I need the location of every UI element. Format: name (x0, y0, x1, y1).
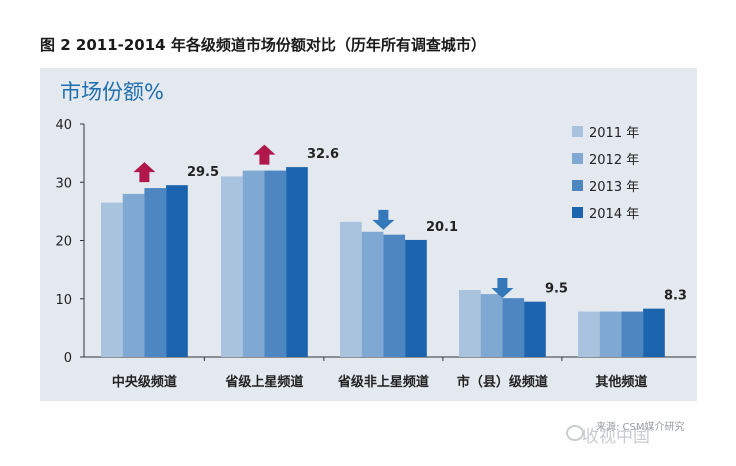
data-label: 32.6 (307, 147, 339, 162)
bar-3-3 (383, 234, 406, 357)
bar-3-1 (144, 188, 167, 357)
source-note: 来源: CSM媒介研究 (596, 422, 685, 433)
bar-4-3 (405, 239, 427, 357)
legend-label: 2011 年 (589, 126, 639, 141)
legend-swatch (572, 153, 583, 164)
data-label: 29.5 (187, 165, 219, 180)
bar-2-3 (361, 231, 384, 357)
y-tick-label: 40 (55, 118, 72, 133)
category-label: 市（县）级频道 (457, 374, 548, 390)
up-arrow-icon (253, 144, 276, 165)
bar-3-5 (621, 311, 644, 357)
data-label: 9.5 (545, 282, 568, 297)
bar-1-5 (578, 311, 600, 357)
watermark: 收视中国 (582, 427, 650, 447)
legend-label: 2014 年 (589, 207, 639, 222)
y-tick-label: 20 (55, 235, 72, 250)
category-label: 省级非上星频道 (337, 374, 429, 390)
bar-2-1 (122, 193, 145, 357)
figure-title: 图 2 2011-2014 年各级频道市场份额对比（历年所有调查城市） (40, 36, 486, 54)
bar-3-4 (502, 298, 525, 357)
y-axis-label: 市场份额% (60, 80, 164, 104)
data-label: 20.1 (426, 220, 458, 235)
bar-2-5 (599, 311, 622, 357)
wechat-icon (566, 425, 584, 441)
y-tick-label: 10 (55, 293, 72, 308)
down-arrow-icon (372, 209, 395, 230)
bar-2-2 (242, 170, 265, 357)
bar-1-4 (459, 290, 481, 357)
y-tick-label: 30 (55, 176, 72, 191)
bar-2-4 (480, 294, 503, 357)
bar-1-1 (101, 202, 123, 357)
up-arrow-icon (133, 162, 156, 183)
category-label: 其他频道 (595, 374, 647, 390)
legend-swatch (572, 180, 583, 191)
bar-1-2 (221, 176, 243, 357)
bar-4-5 (643, 308, 665, 357)
y-tick-label: 0 (64, 351, 72, 366)
down-arrow-icon (491, 278, 514, 299)
bar-3-2 (264, 170, 287, 357)
bar-1-3 (340, 221, 362, 357)
category-label: 省级上星频道 (224, 374, 303, 390)
bar-4-4 (524, 301, 546, 357)
legend-label: 2013 年 (589, 180, 639, 195)
bar-4-2 (286, 167, 308, 357)
category-label: 中央级频道 (112, 374, 177, 390)
legend-swatch (572, 126, 583, 137)
legend-label: 2012 年 (589, 153, 639, 168)
legend-swatch (572, 207, 583, 218)
data-label: 8.3 (664, 289, 687, 304)
bar-4-1 (166, 185, 188, 357)
